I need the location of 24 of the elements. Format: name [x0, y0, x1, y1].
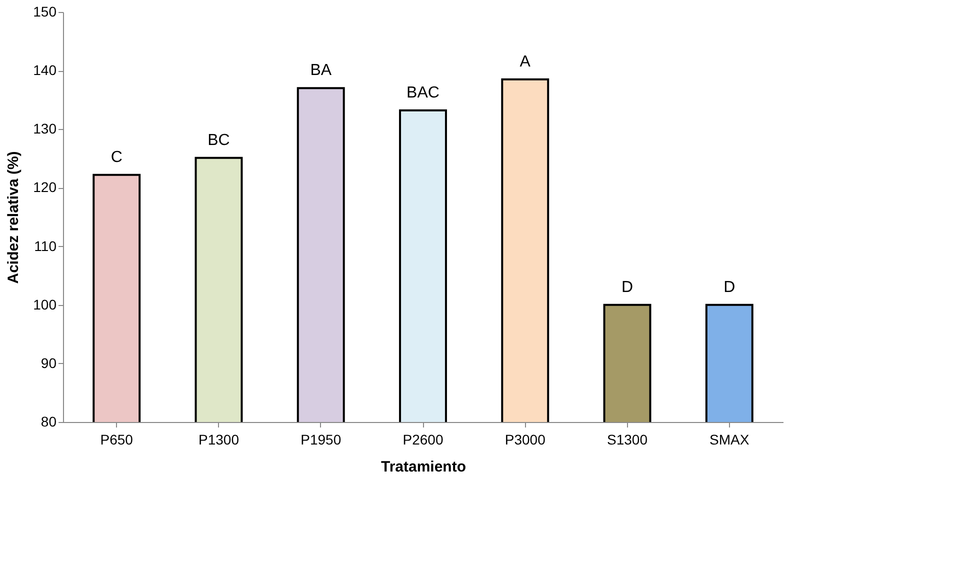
x-tick-label: S1300 [607, 432, 648, 448]
y-tick-label: 80 [40, 414, 57, 430]
annotation: A [520, 53, 531, 70]
x-tick-label: P3000 [504, 432, 546, 448]
y-tick-label: 110 [34, 238, 57, 254]
y-axis-title: Acidez relativa (%) [5, 151, 22, 284]
x-tick-label: P1300 [198, 432, 240, 448]
y-tick-label: 100 [33, 296, 57, 312]
annotation: D [621, 278, 634, 296]
annotation: D [724, 278, 736, 296]
y-tick-label: 140 [33, 62, 57, 78]
y-tick-label: 130 [33, 120, 57, 137]
x-tick-label: P650 [100, 432, 134, 448]
annotation: BA [310, 62, 332, 80]
y-tick-label: 150 [33, 4, 57, 20]
x-tick-label: P1950 [300, 432, 342, 448]
x-tick-label: P2600 [402, 432, 444, 448]
annotation: C [110, 148, 122, 166]
x-axis-title: Tratamiento [380, 458, 466, 476]
annotation: BC [208, 132, 230, 149]
y-tick-label: 120 [33, 179, 57, 196]
x-tick-label: SMAX [710, 432, 750, 448]
y-tick-label: 90 [40, 354, 57, 371]
annotation: BAC [406, 84, 440, 102]
